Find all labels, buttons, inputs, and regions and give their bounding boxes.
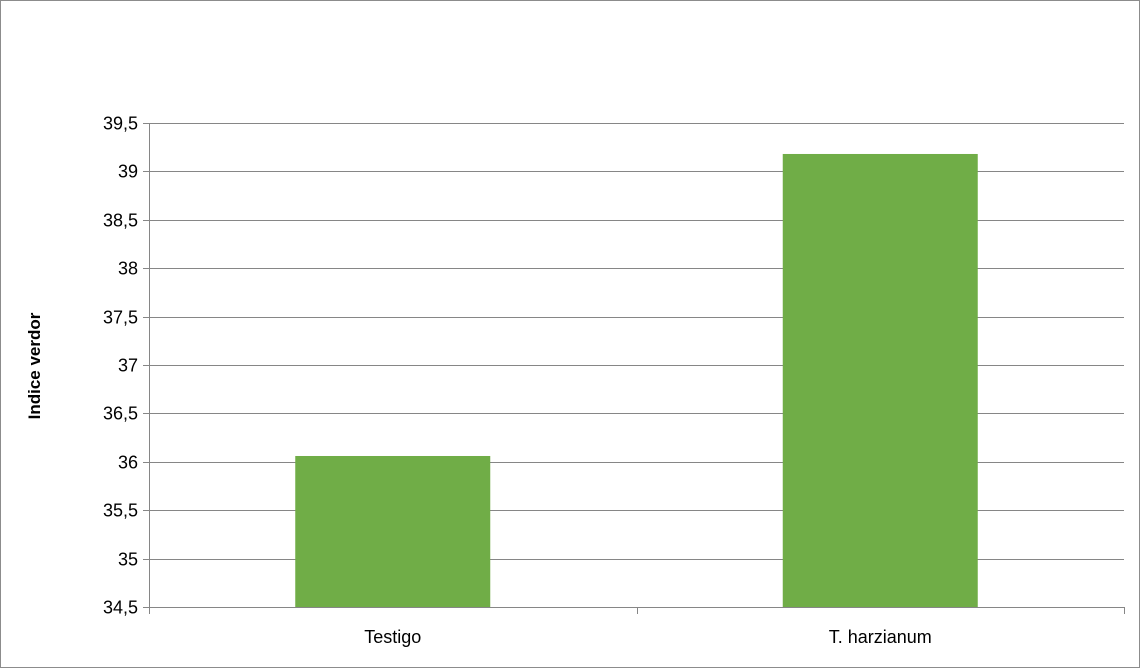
- axes: [143, 123, 1125, 614]
- bar-t-harzianum: [782, 153, 978, 607]
- y-tick-label: 34,5: [103, 598, 138, 618]
- y-tick-label: 39,5: [103, 114, 138, 134]
- y-tick-label: 36: [118, 453, 138, 473]
- y-tick-label: 37,5: [103, 308, 138, 328]
- y-tick-label: 35: [118, 550, 138, 570]
- y-tick-label: 38,5: [103, 211, 138, 231]
- bar-testigo: [295, 455, 491, 607]
- bars: [295, 153, 978, 607]
- x-tick-label: T. harzianum: [829, 627, 932, 647]
- y-axis-title: Indice verdor: [25, 312, 44, 419]
- y-tick-label: 35,5: [103, 501, 138, 521]
- x-tick-label: Testigo: [364, 627, 421, 647]
- y-tick-label: 38: [118, 259, 138, 279]
- y-tick-label: 37: [118, 356, 138, 376]
- y-tick-label: 39: [118, 162, 138, 182]
- x-tick-labels: Testigo T. harzianum: [364, 627, 932, 647]
- y-tick-label: 36,5: [103, 404, 138, 424]
- y-tick-labels: 34,5 35 35,5 36 36,5 37 37,5 38 38,5 39 39,5: [103, 114, 138, 618]
